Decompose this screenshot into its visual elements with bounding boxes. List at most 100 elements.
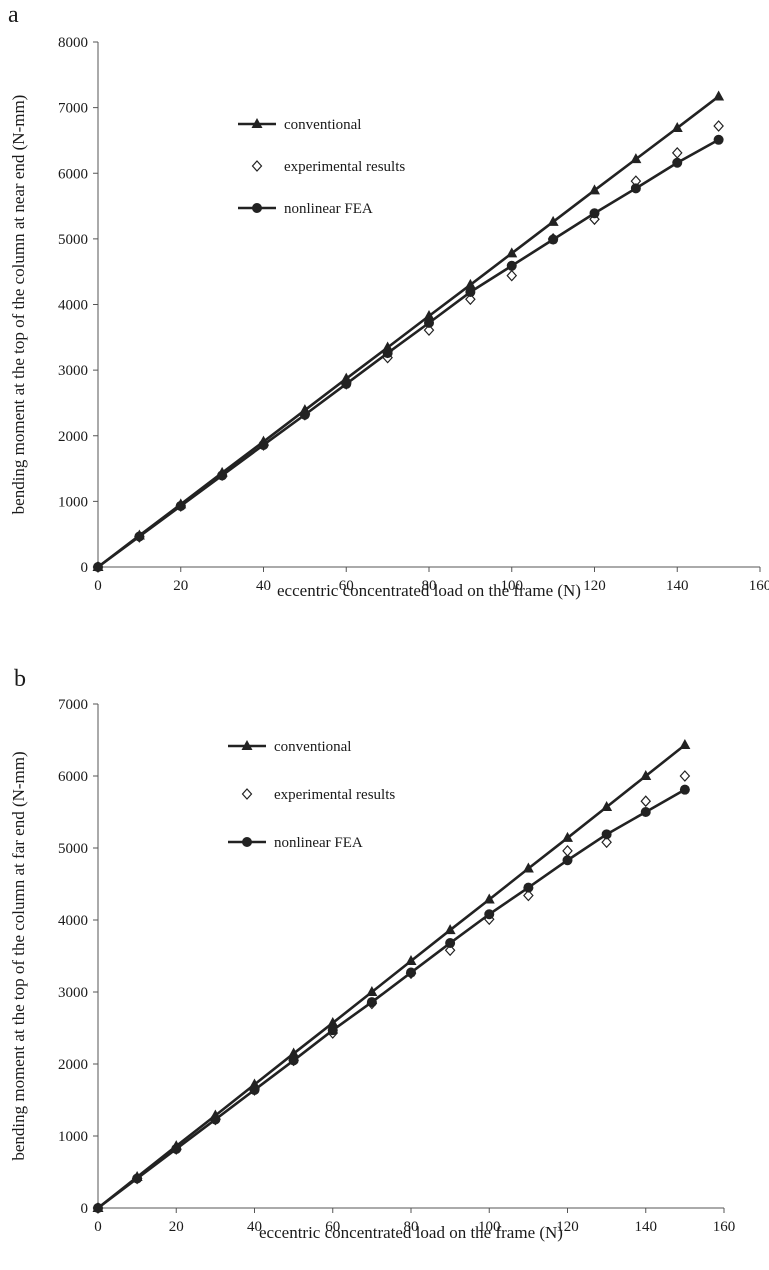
data-point: [671, 121, 683, 132]
x-axis-label: eccentric concentrated load on the frame…: [277, 581, 581, 600]
series-conventional: [92, 739, 691, 1212]
data-point: [288, 1055, 299, 1066]
y-tick-label: 2000: [58, 429, 88, 445]
x-tick-label: 80: [404, 1219, 419, 1235]
data-point: [679, 770, 691, 782]
legend-marker: [241, 788, 253, 800]
data-point: [483, 893, 495, 904]
data-point: [366, 986, 378, 996]
data-point: [601, 800, 613, 811]
data-point: [299, 409, 310, 420]
x-tick-label: 20: [173, 578, 188, 594]
data-point: [382, 348, 393, 359]
data-point: [672, 157, 683, 168]
y-tick-label: 3000: [58, 985, 88, 1001]
data-point: [444, 944, 456, 957]
series-experimental-results: [92, 120, 724, 573]
chart-panel-a: a 0 1000 2000 3000 4000 5000 6000 7000 8000 0 20 40 6…: [8, 2, 769, 600]
data-point: [522, 862, 534, 873]
data-point: [601, 836, 612, 849]
x-tick-label: 0: [94, 1219, 102, 1235]
data-point: [171, 1143, 182, 1154]
data-point: [484, 909, 495, 920]
x-tick-label: 100: [478, 1219, 501, 1235]
legend-marker: [241, 740, 253, 750]
y-tick-label: 6000: [58, 166, 88, 182]
legend-entry: experimental results: [251, 159, 405, 175]
legend-label: conventional: [284, 117, 361, 133]
series-nonlinear-fea: [93, 134, 724, 572]
x-tick-label: 20: [169, 1219, 184, 1235]
legend-entry: nonlinear FEA: [228, 835, 363, 851]
y-axis-label: bending moment at the top of the column …: [9, 95, 28, 515]
chart-panel-b: b 0 1000 2000 3000 4000 5000 6000 7000 0 20 40 60 80 1…: [9, 666, 735, 1242]
data-point: [341, 378, 352, 389]
data-point: [327, 1016, 339, 1027]
data-point: [679, 739, 691, 750]
x-tick-label: 60: [325, 1219, 340, 1235]
data-point: [547, 215, 559, 226]
data-point: [506, 247, 518, 258]
x-axis-label: eccentric concentrated load on the frame…: [259, 1223, 563, 1242]
y-tick-label: 5000: [58, 232, 88, 248]
data-point: [249, 1084, 260, 1095]
data-point: [640, 807, 651, 817]
data-point: [713, 134, 724, 145]
data-point: [562, 855, 573, 866]
data-point: [366, 997, 377, 1008]
legend-entry: conventional: [238, 117, 361, 133]
x-tick-label: 60: [339, 578, 354, 594]
data-point: [589, 184, 600, 195]
data-point: [288, 1047, 300, 1058]
data-point: [630, 153, 642, 164]
series-conventional: [92, 90, 725, 571]
data-point: [713, 90, 725, 101]
y-tick-label: 4000: [58, 913, 88, 929]
data-point: [562, 844, 573, 857]
data-point: [523, 889, 534, 902]
x-tick-label: 140: [635, 1219, 658, 1235]
y-tick-label: 1000: [58, 494, 88, 510]
data-point: [671, 147, 683, 159]
legend-label: nonlinear FEA: [274, 835, 363, 851]
x-tick-label: 120: [583, 578, 606, 594]
y-tick-label: 7000: [58, 697, 88, 713]
legend-label: experimental results: [284, 159, 405, 175]
data-point: [713, 120, 724, 132]
data-point: [506, 260, 517, 271]
x-tick-label: 120: [556, 1219, 579, 1235]
panel-label: b: [14, 666, 26, 692]
y-tick-label: 7000: [58, 101, 88, 117]
data-point: [327, 1025, 338, 1036]
data-point: [258, 439, 269, 450]
legend-label: nonlinear FEA: [284, 201, 373, 217]
y-tick-label: 0: [81, 560, 89, 576]
data-point: [548, 234, 559, 245]
x-tick-label: 140: [666, 578, 689, 594]
data-point: [640, 770, 652, 780]
legend-marker: [251, 160, 263, 172]
panel-label: a: [8, 2, 19, 28]
y-tick-label: 5000: [58, 841, 88, 857]
data-point: [630, 183, 641, 194]
y-tick-label: 4000: [58, 298, 88, 314]
x-tick-label: 80: [422, 578, 437, 594]
y-tick-label: 3000: [58, 363, 88, 379]
legend-label: experimental results: [274, 787, 395, 803]
data-point: [423, 309, 435, 320]
y-tick-label: 2000: [58, 1057, 88, 1073]
data-point: [523, 882, 534, 893]
legend-marker: [252, 203, 262, 213]
x-tick-label: 40: [247, 1219, 262, 1235]
series-line: [97, 744, 686, 1210]
x-tick-label: 100: [501, 578, 524, 594]
data-point: [134, 531, 145, 542]
y-tick-label: 8000: [58, 35, 88, 51]
legend-entry: experimental results: [241, 787, 395, 803]
data-point: [640, 795, 652, 808]
y-tick-label: 1000: [58, 1129, 88, 1145]
data-point: [217, 470, 228, 481]
data-point: [506, 269, 518, 282]
data-point: [465, 293, 476, 306]
